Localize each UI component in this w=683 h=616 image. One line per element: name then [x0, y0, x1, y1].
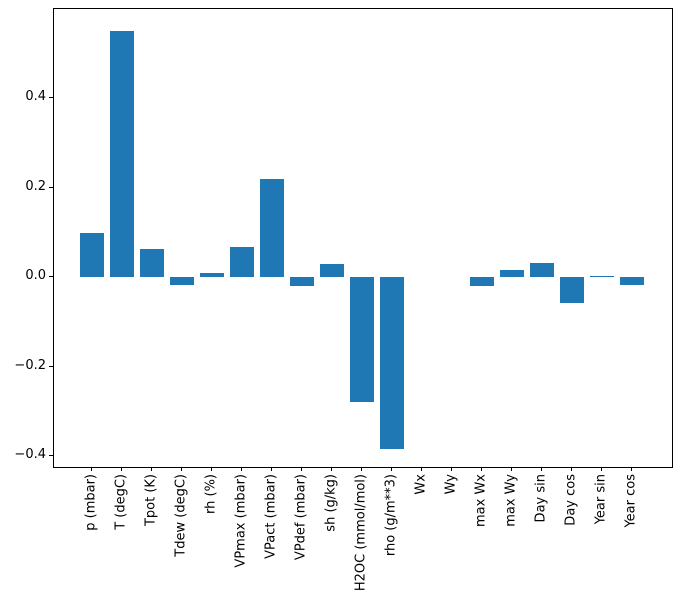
- plot-area: [53, 8, 673, 468]
- bar: [380, 277, 405, 450]
- x-axis-tick: [301, 467, 303, 471]
- x-axis-tick-label: VPmax (mbar): [233, 474, 249, 568]
- y-axis-tick-label: 0.2: [25, 178, 46, 194]
- x-axis-tick-label: VPact (mbar): [263, 474, 279, 559]
- x-axis-tick-label: max Wx: [473, 474, 489, 528]
- x-axis-tick: [451, 467, 453, 471]
- y-axis-tick: [49, 186, 53, 188]
- y-axis-tick: [49, 276, 53, 278]
- x-axis-tick-label: Tdew (degC): [173, 474, 189, 557]
- bar: [350, 277, 375, 403]
- x-axis-tick: [121, 467, 123, 471]
- bar: [110, 31, 135, 278]
- x-axis-tick: [601, 467, 603, 471]
- x-axis-tick-label: Year sin: [593, 474, 609, 525]
- y-axis-tick: [49, 365, 53, 367]
- x-axis-tick: [511, 467, 513, 471]
- x-axis-tick-label: Tpot (K): [143, 474, 159, 527]
- x-axis-tick-label: Day sin: [533, 474, 549, 523]
- y-axis-tick-label: 0.4: [25, 89, 46, 105]
- x-axis-tick: [421, 467, 423, 471]
- x-axis-tick: [181, 467, 183, 471]
- x-axis-tick: [331, 467, 333, 471]
- x-axis-tick: [211, 467, 213, 471]
- x-axis-tick-label: H2OC (mmol/mol): [353, 474, 369, 592]
- bar: [560, 277, 585, 304]
- x-axis-tick: [241, 467, 243, 471]
- x-axis-tick-label: T (degC): [113, 474, 129, 530]
- bar: [230, 246, 255, 278]
- x-axis-tick-label: max Wy: [503, 474, 519, 527]
- x-axis-tick-label: Year cos: [623, 474, 639, 528]
- y-axis-tick-label: −0.4: [14, 447, 46, 463]
- y-axis-tick: [49, 455, 53, 457]
- y-axis-tick-label: 0.0: [25, 268, 46, 284]
- x-axis-tick-label: VPdef (mbar): [293, 474, 309, 561]
- x-axis-tick-label: p (mbar): [83, 474, 99, 531]
- bar: [260, 179, 285, 278]
- x-axis-tick-label: Day cos: [563, 474, 579, 526]
- y-axis-tick-label: −0.2: [14, 357, 46, 373]
- bar: [530, 262, 555, 278]
- x-axis-tick-label: rho (g/m**3): [383, 474, 399, 557]
- x-axis-tick: [271, 467, 273, 471]
- bar: [590, 276, 615, 278]
- bar: [470, 277, 495, 286]
- x-axis-tick: [481, 467, 483, 471]
- bar: [320, 263, 345, 278]
- x-axis-tick: [541, 467, 543, 471]
- x-axis-tick: [631, 467, 633, 471]
- x-axis-tick: [151, 467, 153, 471]
- x-axis-tick-label: Wy: [443, 474, 459, 495]
- x-axis-tick: [391, 467, 393, 471]
- bar: [200, 272, 225, 278]
- bar: [140, 248, 165, 278]
- bar: [80, 232, 105, 278]
- x-axis-tick: [91, 467, 93, 471]
- x-axis-tick-label: sh (g/kg): [323, 474, 339, 532]
- x-axis-tick-label: Wx: [413, 474, 429, 495]
- x-axis-tick-label: rh (%): [203, 474, 219, 514]
- bar: [170, 277, 195, 285]
- x-axis-tick: [571, 467, 573, 471]
- bar: [620, 277, 645, 286]
- y-axis-tick: [49, 97, 53, 99]
- bar: [500, 269, 525, 278]
- bar: [290, 277, 315, 286]
- x-axis-tick: [361, 467, 363, 471]
